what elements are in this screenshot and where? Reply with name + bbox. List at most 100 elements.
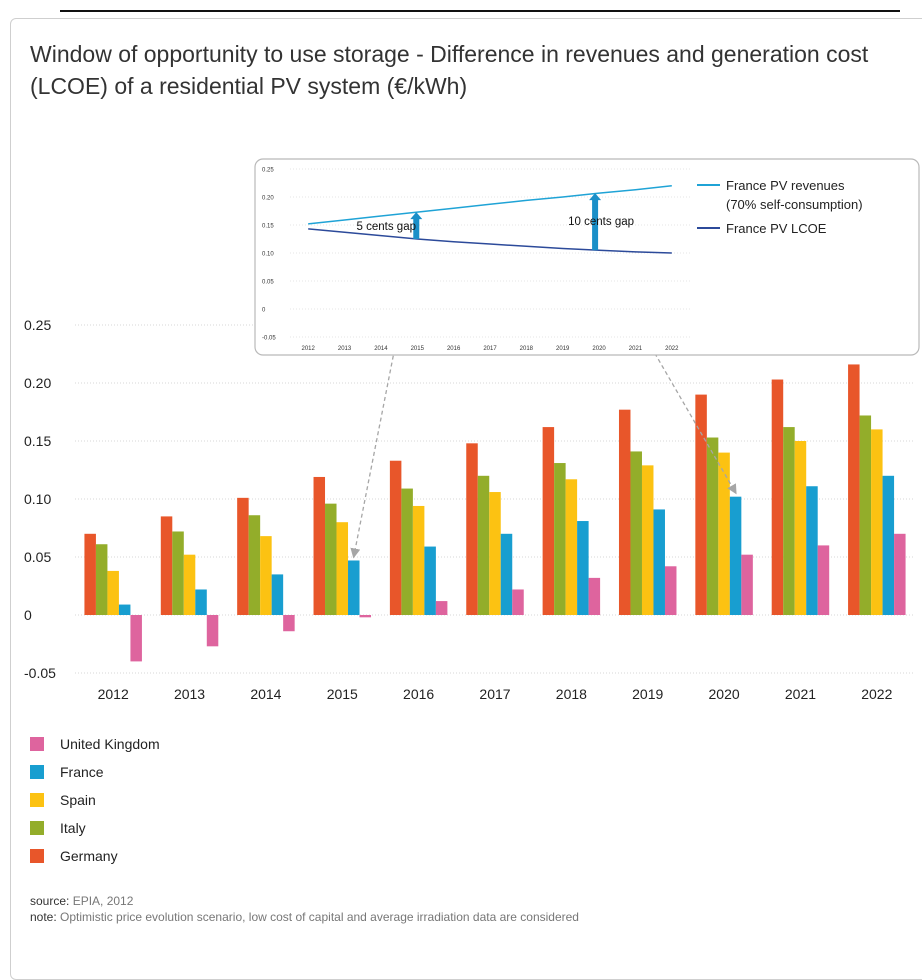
bar-france [348,560,360,615]
x-tick-label: 2020 [709,686,740,702]
bar-italy [783,427,795,615]
bar-spain [336,522,349,615]
bar-germany [466,443,478,615]
bar-spain [260,536,272,615]
legend-item: Spain [30,786,160,814]
inset-x-tick-label: 2018 [520,346,534,352]
note-line: note: Optimistic price evolution scenari… [30,909,579,925]
inset-y-tick-label: 0.25 [262,168,274,174]
x-tick-label: 2014 [250,686,281,702]
source-label: source: [30,894,70,908]
bar-italy [325,503,337,615]
y-tick-label: 0.25 [24,317,51,333]
legend-label: United Kingdom [60,736,160,752]
note-text: Optimistic price evolution scenario, low… [56,910,579,924]
bar-germany [618,409,631,615]
x-tick-label: 2015 [327,686,358,702]
legend-label: France [60,764,104,780]
bar-italy [554,463,566,615]
inset-x-tick-label: 2019 [556,346,570,352]
bar-spain [794,441,807,615]
bar-spain [489,492,501,615]
y-tick-label: 0.05 [24,549,51,565]
bar-france [577,521,589,615]
bar-italy [477,475,490,615]
bar-spain [107,570,119,615]
bar-united-kingdom [206,615,219,647]
bar-spain [412,505,425,615]
bar-france [882,475,895,615]
bar-france [500,533,513,615]
connector-arrow [350,238,417,559]
bar-united-kingdom [894,533,906,615]
gap-label: 10 cents gap [568,216,634,228]
bar-united-kingdom [283,615,295,632]
x-tick-label: 2013 [174,686,205,702]
x-tick-label: 2019 [632,686,663,702]
x-tick-label: 2021 [785,686,816,702]
bar-italy [859,415,872,615]
legend-item: Italy [30,814,160,842]
chart-legend: United Kingdom France Spain Italy German… [30,730,160,870]
inset-y-tick-label: 0.15 [262,224,274,230]
inset-x-tick-label: 2016 [447,346,461,352]
gap-bar [413,218,420,239]
bar-france [806,486,818,615]
inset-x-tick-label: 2022 [665,346,679,352]
top-rule [60,0,900,12]
bar-united-kingdom [512,589,524,615]
bar-italy [95,544,108,615]
inset-legend-label: (70% self-consumption) [726,197,863,212]
legend-item: United Kingdom [30,730,160,758]
inset-x-tick-label: 2021 [629,346,643,352]
bar-italy [706,437,719,615]
gap-bar [592,199,599,251]
inset-x-tick-label: 2017 [483,346,497,352]
bar-france [653,509,665,615]
bar-italy [172,531,184,615]
inset-y-tick-label: 0 [262,308,266,314]
inset-legend-label: France PV revenues [726,178,845,193]
bar-spain [718,452,730,615]
legend-item: Germany [30,842,160,870]
bar-italy [630,451,642,615]
y-tick-label: 0.20 [24,375,51,391]
bar-france [271,574,284,615]
bar-france [424,546,436,615]
inset-x-tick-label: 2013 [338,346,352,352]
x-tick-label: 2016 [403,686,434,702]
bar-spain [871,429,883,615]
legend-label: Spain [60,792,96,808]
bar-germany [848,364,860,615]
bar-france [195,589,207,615]
inset-x-tick-label: 2020 [592,346,606,352]
bar-germany [313,476,326,615]
x-tick-label: 2018 [556,686,587,702]
legend-label: Italy [60,820,86,836]
bar-france [729,496,742,615]
bar-united-kingdom [664,566,677,615]
chart-title: Window of opportunity to use storage - D… [30,41,869,99]
bar-united-kingdom [435,601,448,615]
bar-united-kingdom [130,615,142,662]
inset-line-france-pv-revenues-70-self-consumption [308,185,672,225]
chart-footer: source: EPIA, 2012 note: Optimistic pric… [30,893,579,925]
y-tick-label: 0.15 [24,433,51,449]
y-tick-label: -0.05 [24,665,56,681]
legend-swatch [30,821,44,835]
legend-swatch [30,737,44,751]
y-tick-label: 0 [24,607,32,623]
bar-germany [84,533,96,615]
chart-svg: -0.05 0 0.05 0.10 0.15 0.20 0.25 2012 2013 2014 20… [24,158,920,702]
gap-arrowhead [410,212,423,220]
inset-x-tick-label: 2014 [374,346,388,352]
inset-y-tick-label: 0.10 [262,252,274,258]
inset-y-tick-label: -0.05 [262,336,276,342]
connector-arrow [594,249,737,495]
bar-germany [389,460,402,615]
bar-spain [565,479,578,615]
inset-legend-label: France PV LCOE [726,221,827,236]
bar-italy [248,515,261,615]
x-tick-label: 2017 [479,686,510,702]
bar-spain [641,465,654,615]
